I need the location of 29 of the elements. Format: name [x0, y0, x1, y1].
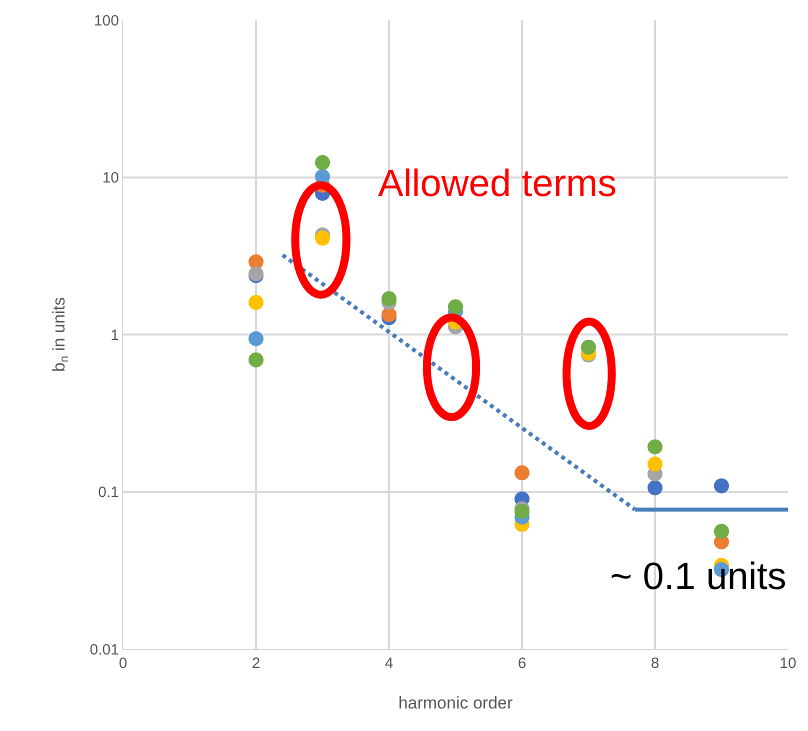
x-tick-label: 0	[118, 655, 128, 672]
y-tick-label: 1	[110, 326, 119, 344]
y-tick-label: 10	[102, 170, 119, 186]
x-tick-label: 8	[650, 655, 660, 672]
point	[714, 524, 729, 539]
annotation: Allowed terms	[378, 163, 617, 205]
point	[648, 439, 662, 454]
point	[382, 291, 396, 306]
x-tick-label: 2	[252, 655, 260, 672]
point	[248, 352, 264, 368]
point	[382, 307, 396, 322]
point	[315, 230, 330, 246]
point	[581, 340, 596, 355]
point	[648, 456, 662, 472]
x-tick-label: 6	[518, 655, 526, 672]
point	[248, 331, 264, 346]
y-tick-label: 100	[94, 12, 119, 30]
x-axis-title: harmonic order	[398, 693, 513, 712]
y-tick-label: 0.1	[98, 484, 119, 501]
point	[714, 478, 729, 494]
point	[514, 465, 530, 480]
x-tick-label: 4	[384, 655, 394, 672]
x-tick-label: 10	[780, 655, 796, 672]
point	[248, 294, 264, 310]
y-tick-label: 0.01	[90, 641, 119, 658]
annotation: ~ 0.1 units	[610, 556, 786, 598]
point	[648, 480, 662, 496]
point	[448, 299, 463, 314]
point	[315, 155, 330, 170]
